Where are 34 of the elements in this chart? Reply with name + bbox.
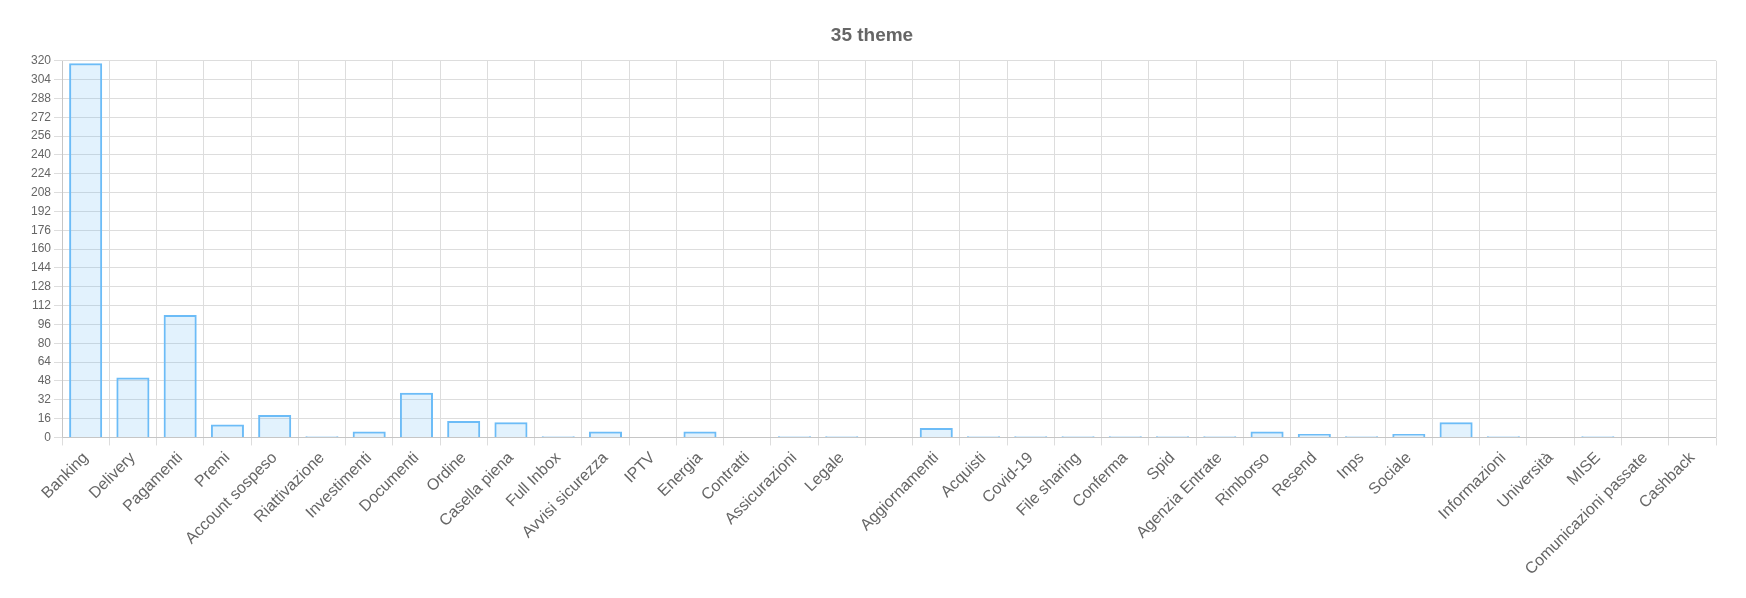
y-tick-label: 256 <box>30 128 52 143</box>
bar <box>69 63 103 437</box>
y-tick-label: 288 <box>30 90 52 105</box>
y-tick-label: 112 <box>31 297 52 312</box>
chart-title: 35 theme <box>830 23 914 45</box>
y-tick-label: 128 <box>30 279 52 294</box>
y-tick-label: 320 <box>30 53 52 68</box>
y-tick-label: 304 <box>30 71 52 86</box>
y-tick-label: 64 <box>37 354 52 369</box>
bar <box>399 392 433 437</box>
y-tick-label: 160 <box>30 241 52 256</box>
y-tick-label: 192 <box>30 203 52 218</box>
y-tick-label: 32 <box>37 392 52 407</box>
y-tick-label: 240 <box>30 147 52 162</box>
y-tick-label: 224 <box>30 166 52 181</box>
bar <box>210 424 244 437</box>
bar <box>447 420 481 437</box>
y-tick-label: 16 <box>37 410 52 425</box>
bar <box>919 428 953 437</box>
bar <box>116 377 150 437</box>
y-tick-label: 0 <box>44 429 52 444</box>
y-tick-label: 80 <box>37 335 52 350</box>
bar <box>163 315 197 437</box>
y-tick-label: 96 <box>37 316 52 331</box>
bar <box>258 415 292 437</box>
y-tick-label: 48 <box>37 373 52 388</box>
bar <box>683 431 717 437</box>
y-tick-label: 144 <box>30 260 52 275</box>
bar <box>494 422 528 437</box>
y-tick-label: 272 <box>30 109 52 124</box>
y-tick-label: 176 <box>30 222 52 237</box>
x-tick-label: Inps <box>1333 448 1367 482</box>
bar <box>1439 422 1473 437</box>
y-tick-label: 208 <box>30 184 52 199</box>
